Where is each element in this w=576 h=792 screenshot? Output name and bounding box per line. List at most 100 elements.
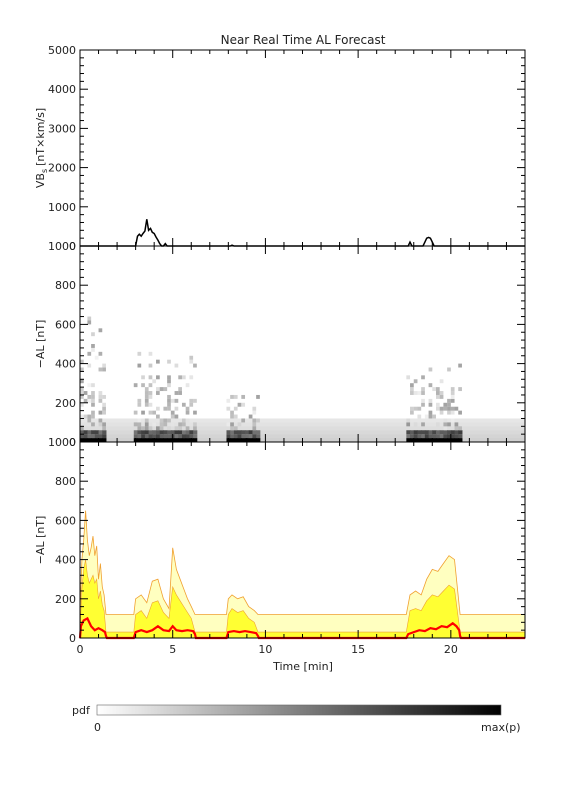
pdf-cell xyxy=(436,394,440,399)
pdf-cell xyxy=(156,391,160,395)
pdf-cell xyxy=(178,391,182,395)
pdf-cell xyxy=(256,418,260,423)
pdf-cell xyxy=(102,394,106,399)
colorbar-gradient xyxy=(96,704,502,716)
vbs-ylabel-main: VB xyxy=(34,173,47,188)
pdf-cell xyxy=(91,398,95,403)
pdf-cell xyxy=(443,426,448,431)
pdf-cell xyxy=(174,406,179,411)
pdf-cell xyxy=(432,438,437,442)
pdf-cell xyxy=(152,422,157,427)
pdf-cell xyxy=(102,367,106,372)
pdf-cell xyxy=(410,387,414,392)
pdf-cell xyxy=(170,430,176,435)
pdf-cell xyxy=(237,430,242,435)
pdf-cell xyxy=(454,422,459,427)
pdf-cell xyxy=(167,379,171,384)
pdf-cell xyxy=(80,391,84,395)
pdf-cell xyxy=(189,375,194,380)
pdf-cell xyxy=(133,410,138,415)
pdf-cell xyxy=(226,422,231,427)
y-tick-label: 0 xyxy=(69,436,76,449)
pdf-cell xyxy=(163,434,168,439)
pdf-cell xyxy=(230,422,234,427)
pdf-cell xyxy=(152,379,157,384)
pdf-cell xyxy=(91,422,95,427)
pdf-cell xyxy=(421,434,426,439)
pdf-cell xyxy=(185,430,190,435)
pdf-cell xyxy=(421,422,425,427)
pdf-cell xyxy=(226,434,231,439)
pdf-cell xyxy=(148,375,153,380)
al-inner-envelope xyxy=(79,559,526,639)
pdf-cell xyxy=(102,426,106,431)
pdf-cell xyxy=(185,426,190,431)
pdf-cell xyxy=(436,391,440,395)
pdf-cell xyxy=(424,434,430,439)
vbs-ylabel-sub: s xyxy=(40,169,49,173)
pdf-cell xyxy=(181,375,186,380)
pdf-cell xyxy=(159,422,164,427)
pdf-cell xyxy=(447,406,451,411)
pdf-cell xyxy=(137,438,142,442)
pdf-cell xyxy=(439,430,444,435)
pdf-cell xyxy=(447,430,452,435)
pdf-cell xyxy=(421,387,425,392)
pdf-cell xyxy=(98,438,103,442)
pdf-cell xyxy=(181,422,186,427)
pdf-cell xyxy=(413,406,418,411)
pdf-cell xyxy=(80,367,84,372)
pdf-cell xyxy=(102,438,107,442)
pdf-cell xyxy=(94,355,99,360)
pdf-cell xyxy=(185,383,190,388)
pdf-cell xyxy=(137,430,142,435)
pdf-cell xyxy=(241,438,246,442)
pdf-cell xyxy=(443,422,448,427)
pdf-cell xyxy=(144,418,149,423)
pdf-cell xyxy=(144,391,149,395)
pdf-cell xyxy=(98,418,103,423)
pdf-cell xyxy=(83,430,88,435)
pdf-cell xyxy=(152,434,157,439)
pdf-cell xyxy=(248,438,253,442)
pdf-cell xyxy=(406,422,411,427)
pdf-cell xyxy=(98,394,103,399)
pdf-cell xyxy=(167,426,171,431)
pdf-cell xyxy=(167,406,171,411)
pdf-cell xyxy=(252,430,257,435)
pdf-cell xyxy=(98,422,103,427)
pdf-cell xyxy=(87,430,92,435)
pdf-cell xyxy=(245,434,250,439)
pdf-cell xyxy=(148,430,153,435)
pdf-cell xyxy=(144,422,149,427)
pdf-cell xyxy=(410,438,415,442)
pdf-cell xyxy=(156,406,160,411)
pdf-cell xyxy=(98,398,103,403)
x-tick-label: 20 xyxy=(444,643,458,656)
pdf-cell xyxy=(428,430,433,435)
pdf-cell xyxy=(185,410,190,415)
pdf-cell xyxy=(417,391,422,395)
pdf-cell xyxy=(413,430,418,435)
y-tick-label: 0 xyxy=(69,632,76,645)
y-tick-label: 4000 xyxy=(48,83,76,96)
pdf-cell xyxy=(252,422,257,427)
pdf-cell xyxy=(80,414,84,419)
pdf-cell xyxy=(443,406,448,411)
pdf-cell xyxy=(181,426,186,431)
pdf-cell xyxy=(156,387,160,392)
pdf-cell xyxy=(406,430,411,435)
al-pdf-y-axis-label: −AL [nT] xyxy=(34,320,47,369)
pdf-cell xyxy=(178,422,182,427)
pdf-cell xyxy=(450,418,455,423)
pdf-cell xyxy=(237,438,242,442)
pdf-cell xyxy=(87,363,92,368)
pdf-cell xyxy=(80,434,85,439)
pdf-cell xyxy=(256,430,261,435)
pdf-cell xyxy=(83,438,88,442)
pdf-cell xyxy=(137,418,142,423)
pdf-cell xyxy=(413,422,418,427)
